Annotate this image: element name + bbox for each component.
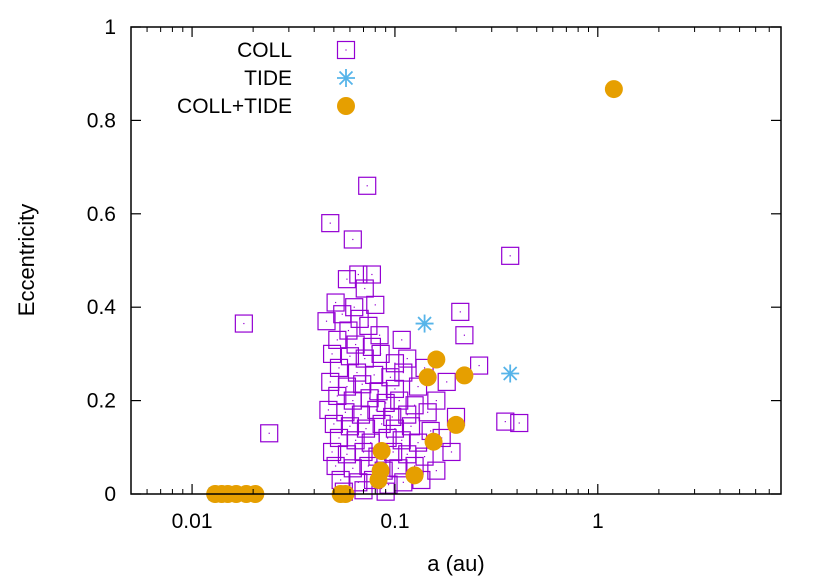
coll-point <box>354 442 373 462</box>
coll-point <box>381 368 400 387</box>
coll-point <box>408 377 428 396</box>
coll-point <box>367 400 386 420</box>
coll-point <box>317 312 336 331</box>
y-tick-label: 0.6 <box>87 203 116 226</box>
coll-point <box>359 316 378 335</box>
coll-point <box>343 230 362 249</box>
coll-tide-point <box>424 432 443 451</box>
legend-marker <box>337 97 355 115</box>
coll-point <box>339 321 358 340</box>
coll-point <box>398 405 417 424</box>
coll-point <box>337 270 357 289</box>
coll-point <box>260 424 279 443</box>
coll-tide-point <box>455 366 474 385</box>
tide-point <box>501 364 520 383</box>
coll-point <box>442 442 461 462</box>
coll-point <box>370 326 389 345</box>
coll-point <box>398 349 417 368</box>
coll-point <box>362 265 382 284</box>
axis-ticks: 0 0.2 0.4 0.6 0.8 1 0.01 0.1 1 <box>87 16 781 533</box>
legend-label: TIDE <box>244 67 292 90</box>
coll-point <box>372 414 391 434</box>
coll-point <box>345 298 364 317</box>
legend-label: COLL+TIDE <box>177 95 292 118</box>
y-tick-label: 0.4 <box>87 296 117 319</box>
coll-point <box>321 214 340 233</box>
y-axis-label: Eccentricity <box>14 204 39 316</box>
coll-point <box>365 365 384 385</box>
legend-marker <box>337 69 355 87</box>
coll-point <box>385 419 405 438</box>
coll-point <box>385 379 405 399</box>
legend-entry-coll: COLL <box>237 39 356 62</box>
coll-point <box>405 396 424 415</box>
y-tick-label: 1 <box>104 16 116 39</box>
x-tick-label: 0.01 <box>172 510 213 533</box>
coll-tide-point <box>427 350 446 369</box>
coll-point <box>356 419 376 438</box>
coll-point <box>355 349 374 368</box>
coll-point <box>427 461 446 480</box>
coll-point <box>349 265 368 284</box>
legend-marker <box>336 40 356 60</box>
coll-point <box>322 442 342 462</box>
coll-point <box>366 295 385 314</box>
coll-point <box>322 344 342 363</box>
coll-point <box>451 302 470 321</box>
coll-point <box>326 293 345 312</box>
legend-label: COLL <box>237 39 292 62</box>
legend: COLL TIDE COLL+TIDE <box>177 39 356 118</box>
coll-point <box>415 447 434 466</box>
coll-point <box>371 344 390 363</box>
coll-point <box>501 246 520 265</box>
y-tick-label: 0.2 <box>87 390 116 413</box>
coll-tide-series <box>206 80 623 503</box>
coll-point <box>324 414 343 434</box>
coll-point <box>418 403 437 422</box>
legend-entry-tide: TIDE <box>244 67 355 90</box>
coll-point <box>376 393 395 413</box>
coll-point <box>455 326 474 345</box>
y-tick-label: 0.8 <box>87 109 116 132</box>
coll-point <box>401 417 421 436</box>
coll-point <box>351 405 371 424</box>
coll-point <box>358 176 377 195</box>
coll-point <box>336 403 355 422</box>
coll-point <box>496 412 515 431</box>
legend-entry-coll-tide: COLL+TIDE <box>177 95 355 118</box>
coll-point <box>470 356 489 375</box>
coll-point <box>340 347 360 366</box>
coll-point <box>234 314 253 333</box>
coll-point <box>333 305 352 324</box>
coll-point <box>353 375 372 394</box>
coll-point <box>346 335 365 354</box>
coll-point <box>389 459 408 478</box>
coll-tide-point <box>418 368 437 387</box>
coll-tide-point <box>369 470 388 489</box>
x-tick-label: 0.1 <box>380 510 409 533</box>
y-tick-label: 0 <box>104 483 116 506</box>
coll-tide-point <box>372 442 391 461</box>
coll-point <box>383 407 402 427</box>
coll-point <box>510 413 529 433</box>
x-tick-label: 1 <box>592 510 604 533</box>
x-axis-label: a (au) <box>427 551 484 576</box>
coll-point <box>392 330 411 349</box>
coll-point <box>337 377 357 396</box>
tide-point <box>415 314 434 333</box>
coll-tide-point <box>604 80 623 99</box>
coll-tide-point <box>447 415 465 434</box>
coll-point <box>437 372 456 392</box>
coll-point <box>343 459 362 478</box>
coll-tide-point <box>405 466 424 485</box>
coll-point <box>328 330 347 349</box>
coll-point <box>340 417 360 436</box>
coll-point <box>355 279 374 298</box>
